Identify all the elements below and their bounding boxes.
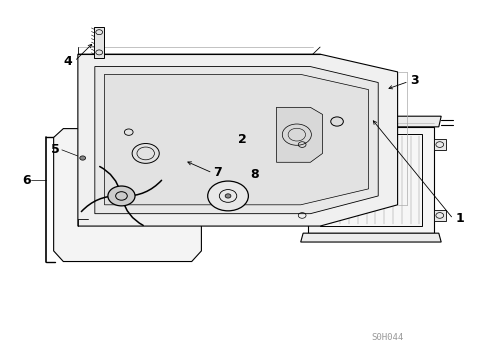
Text: 7: 7: [214, 166, 222, 179]
Text: 1: 1: [456, 212, 465, 225]
Circle shape: [80, 156, 86, 160]
Polygon shape: [434, 210, 446, 221]
Text: 2: 2: [238, 133, 246, 146]
Polygon shape: [221, 147, 238, 155]
Polygon shape: [301, 116, 441, 127]
Text: 3: 3: [410, 74, 418, 87]
Polygon shape: [216, 166, 235, 178]
Polygon shape: [78, 54, 397, 226]
Polygon shape: [214, 155, 255, 192]
Polygon shape: [53, 129, 201, 261]
Text: 5: 5: [51, 143, 60, 156]
Polygon shape: [104, 75, 368, 205]
Circle shape: [208, 181, 248, 211]
Polygon shape: [434, 139, 446, 150]
Polygon shape: [308, 127, 434, 233]
Polygon shape: [276, 107, 322, 162]
Polygon shape: [296, 139, 308, 150]
Polygon shape: [95, 27, 103, 58]
Text: 8: 8: [250, 168, 258, 181]
Text: 6: 6: [22, 174, 31, 186]
Polygon shape: [296, 210, 308, 221]
Polygon shape: [95, 67, 378, 214]
Circle shape: [108, 186, 135, 206]
Circle shape: [331, 117, 343, 126]
Polygon shape: [301, 233, 441, 242]
Circle shape: [225, 194, 231, 198]
Text: S0H044: S0H044: [372, 333, 404, 342]
Text: 4: 4: [63, 55, 72, 68]
